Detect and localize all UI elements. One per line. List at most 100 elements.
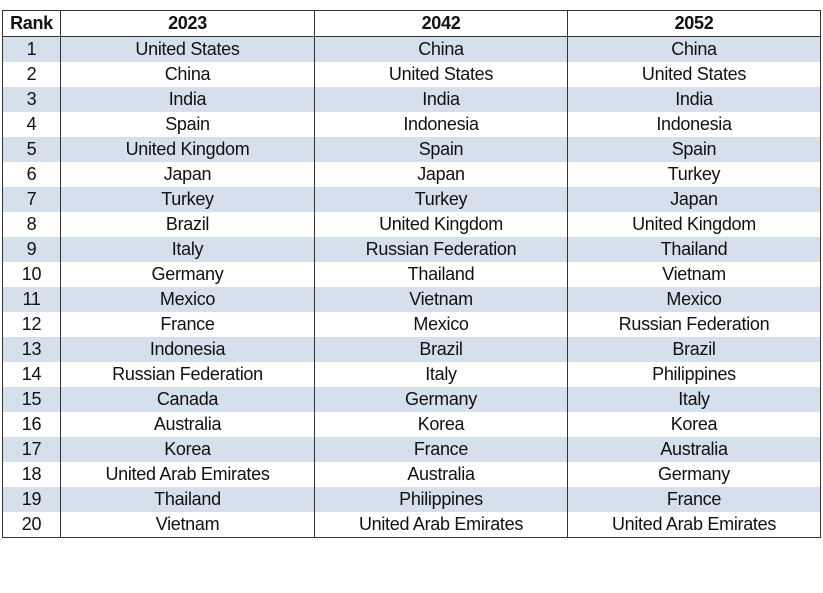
country-cell: Canada (60, 387, 315, 412)
rank-cell: 19 (2, 487, 61, 512)
country-cell: Germany (314, 387, 568, 412)
header-cell: 2023 (60, 10, 315, 37)
rank-cell: 4 (2, 112, 61, 137)
rank-cell: 7 (2, 187, 61, 212)
country-cell: Korea (567, 412, 821, 437)
country-cell: Italy (567, 387, 821, 412)
country-cell: Germany (60, 262, 315, 287)
country-cell: Japan (60, 162, 315, 187)
table-body: 1 United States China China 2 China United Sta… (2, 36, 821, 538)
country-cell: France (314, 437, 568, 462)
rank-cell: 3 (2, 87, 61, 112)
country-cell: Thailand (60, 487, 315, 512)
table-row: 5 United Kingdom Spain Spain (2, 137, 821, 162)
table-row: 4 Spain Indonesia Indonesia (2, 112, 821, 137)
rank-cell: 20 (2, 512, 61, 538)
country-cell: Mexico (567, 287, 821, 312)
country-cell: Brazil (60, 212, 315, 237)
country-cell: France (567, 487, 821, 512)
country-cell: Australia (567, 437, 821, 462)
country-cell: China (567, 36, 821, 62)
country-cell: United States (567, 62, 821, 87)
country-cell: Turkey (567, 162, 821, 187)
country-cell: Indonesia (567, 112, 821, 137)
country-cell: Australia (314, 462, 568, 487)
table-row: 7 Turkey Turkey Japan (2, 187, 821, 212)
country-cell: Japan (314, 162, 568, 187)
country-cell: United Arab Emirates (567, 512, 821, 538)
table-row: 20 Vietnam United Arab Emirates United Arab… (2, 512, 821, 538)
header-row: Rank 2023 2042 2052 (2, 10, 821, 37)
country-cell: Indonesia (60, 337, 315, 362)
rank-cell: 14 (2, 362, 61, 387)
country-cell: Thailand (567, 237, 821, 262)
country-cell: Philippines (567, 362, 821, 387)
rank-cell: 17 (2, 437, 61, 462)
table-row: 1 United States China China (2, 36, 821, 62)
table-row: 13 Indonesia Brazil Brazil (2, 337, 821, 362)
rank-cell: 12 (2, 312, 61, 337)
rank-cell: 9 (2, 237, 61, 262)
country-cell: Korea (60, 437, 315, 462)
country-cell: United Arab Emirates (60, 462, 315, 487)
table-row: 11 Mexico Vietnam Mexico (2, 287, 821, 312)
country-cell: Philippines (314, 487, 568, 512)
country-cell: Brazil (314, 337, 568, 362)
country-cell: Vietnam (567, 262, 821, 287)
table-row: 17 Korea France Australia (2, 437, 821, 462)
table-row: 18 United Arab Emirates Australia Germany (2, 462, 821, 487)
country-cell: Korea (314, 412, 568, 437)
country-cell: United States (314, 62, 568, 87)
rank-cell: 15 (2, 387, 61, 412)
country-cell: India (314, 87, 568, 112)
country-cell: India (567, 87, 821, 112)
rank-cell: 6 (2, 162, 61, 187)
table-row: 2 China United States United States (2, 62, 821, 87)
country-cell: Brazil (567, 337, 821, 362)
table-row: 15 Canada Germany Italy (2, 387, 821, 412)
rank-cell: 10 (2, 262, 61, 287)
country-cell: Italy (60, 237, 315, 262)
country-cell: Italy (314, 362, 568, 387)
country-cell: United States (60, 36, 315, 62)
country-cell: Vietnam (314, 287, 568, 312)
country-cell: Thailand (314, 262, 568, 287)
table-row: 19 Thailand Philippines France (2, 487, 821, 512)
country-cell: Germany (567, 462, 821, 487)
header-cell: Rank (2, 10, 61, 37)
country-cell: Spain (567, 137, 821, 162)
country-cell: Indonesia (314, 112, 568, 137)
table-row: 16 Australia Korea Korea (2, 412, 821, 437)
country-cell: United Arab Emirates (314, 512, 568, 538)
country-cell: Spain (314, 137, 568, 162)
country-cell: Russian Federation (567, 312, 821, 337)
table-row: 9 Italy Russian Federation Thailand (2, 237, 821, 262)
country-cell: Vietnam (60, 512, 315, 538)
country-cell: Mexico (60, 287, 315, 312)
rank-cell: 2 (2, 62, 61, 87)
country-cell: China (60, 62, 315, 87)
country-cell: United Kingdom (314, 212, 568, 237)
country-cell: Mexico (314, 312, 568, 337)
rank-cell: 8 (2, 212, 61, 237)
country-cell: India (60, 87, 315, 112)
country-cell: Australia (60, 412, 315, 437)
country-cell: China (314, 36, 568, 62)
ranking-table: Rank 2023 2042 2052 1 United States China Chin… (2, 10, 821, 538)
country-cell: United Kingdom (60, 137, 315, 162)
table-row: 3 India India India (2, 87, 821, 112)
country-cell: Japan (567, 187, 821, 212)
table-row: 14 Russian Federation Italy Philippines (2, 362, 821, 387)
rank-cell: 13 (2, 337, 61, 362)
header-cell: 2042 (314, 10, 568, 37)
rank-cell: 5 (2, 137, 61, 162)
country-cell: Russian Federation (314, 237, 568, 262)
header-cell: 2052 (567, 10, 821, 37)
country-cell: Russian Federation (60, 362, 315, 387)
country-cell: Spain (60, 112, 315, 137)
rank-cell: 16 (2, 412, 61, 437)
country-cell: United Kingdom (567, 212, 821, 237)
rank-cell: 11 (2, 287, 61, 312)
rank-cell: 18 (2, 462, 61, 487)
